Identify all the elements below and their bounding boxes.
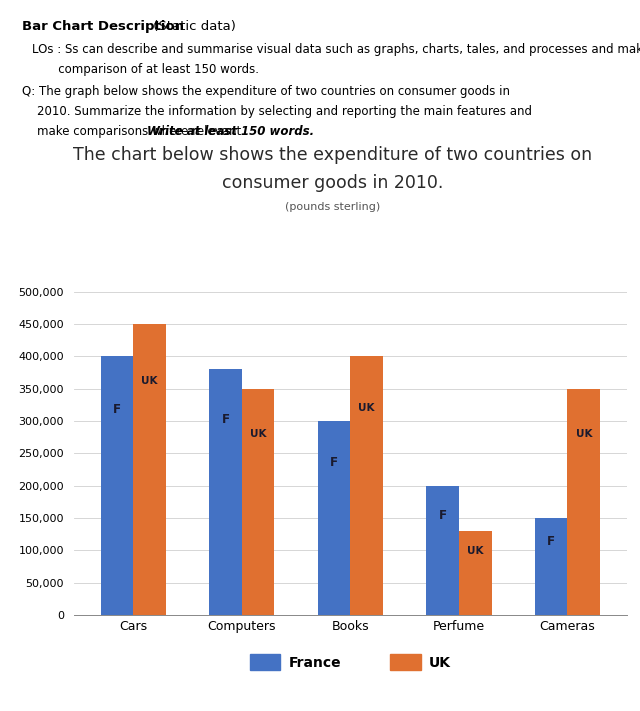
Bar (209, 369, 242, 615)
Bar (459, 531, 492, 615)
Text: The chart below shows the expenditure of two countries on: The chart below shows the expenditure of… (73, 146, 593, 164)
Text: Bar Chart Description: Bar Chart Description (22, 20, 184, 33)
Bar (535, 518, 568, 615)
Text: F: F (221, 413, 230, 427)
Bar (568, 388, 600, 615)
Bar (133, 324, 166, 615)
Legend: France, UK: France, UK (244, 649, 456, 676)
Text: Q: The graph below shows the expenditure of two countries on consumer goods in: Q: The graph below shows the expenditure… (22, 85, 511, 98)
Text: (pounds sterling): (pounds sterling) (285, 202, 380, 212)
Text: UK: UK (250, 429, 266, 439)
Text: F: F (113, 403, 121, 416)
Text: UK: UK (358, 403, 375, 413)
Text: UK: UK (575, 429, 592, 439)
Bar (426, 486, 459, 615)
Text: F: F (330, 456, 338, 469)
Text: F: F (547, 535, 556, 548)
Text: LOs : Ss can describe and summarise visual data such as graphs, charts, tales, a: LOs : Ss can describe and summarise visu… (32, 43, 640, 55)
Text: make comparisons where relevant.: make comparisons where relevant. (22, 125, 249, 138)
Text: F: F (438, 509, 447, 522)
Bar (318, 421, 351, 615)
Text: comparison of at least 150 words.: comparison of at least 150 words. (32, 63, 259, 75)
Text: (Static data): (Static data) (149, 20, 236, 33)
Text: Write at least 150 words.: Write at least 150 words. (147, 125, 314, 138)
Text: UK: UK (467, 546, 483, 556)
Bar (242, 388, 275, 615)
Text: consumer goods in 2010.: consumer goods in 2010. (222, 174, 444, 192)
Bar (351, 356, 383, 615)
Text: 2010. Summarize the information by selecting and reporting the main features and: 2010. Summarize the information by selec… (22, 105, 532, 118)
Bar (100, 356, 133, 615)
Text: UK: UK (141, 376, 158, 386)
